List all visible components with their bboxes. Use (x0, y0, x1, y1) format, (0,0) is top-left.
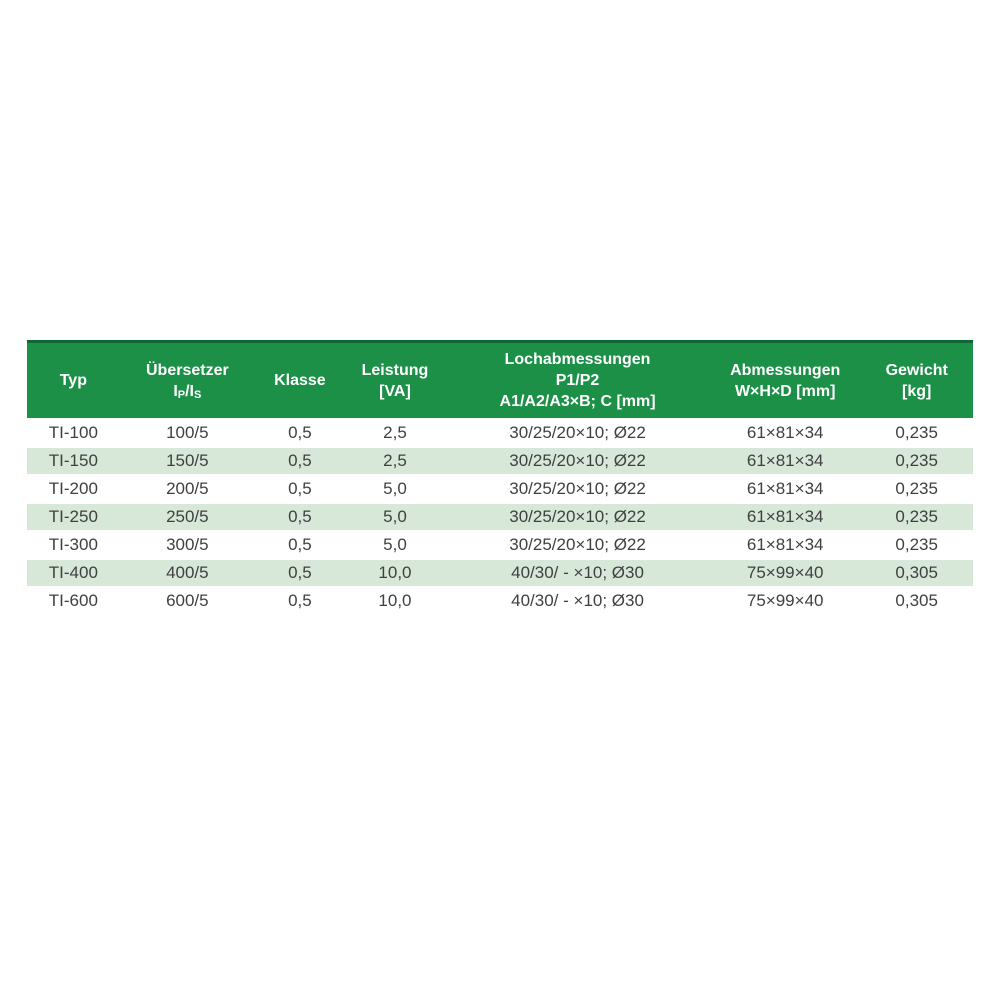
cell-klasse: 0,5 (254, 588, 345, 617)
cell-abmessungen: 75×99×40 (709, 560, 861, 589)
cell-abmessungen: 61×81×34 (709, 476, 861, 505)
table-row: TI-600 600/5 0,5 10,0 40/30/ - ×10; Ø30 75×99… (27, 588, 973, 617)
cell-klasse: 0,5 (254, 504, 345, 533)
table-header: Typ Übersetzer IP/IS Klasse Leistung [VA] Loch… (27, 340, 973, 421)
header-line: Übersetzer (145, 361, 229, 379)
cell-leistung: 10,0 (344, 560, 446, 589)
cell-abmessungen: 61×81×34 (709, 448, 861, 477)
cell-uebersetzer: 250/5 (119, 504, 255, 533)
cell-abmessungen: 61×81×34 (709, 504, 861, 533)
cell-typ: TI-300 (27, 532, 120, 561)
header-line: Klasse (274, 372, 326, 390)
cell-leistung: 5,0 (344, 476, 446, 505)
cell-leistung: 10,0 (344, 588, 446, 617)
cell-lochabmessungen: 30/25/20×10; Ø22 (445, 476, 710, 505)
spec-table: Typ Übersetzer IP/IS Klasse Leistung [VA] Loch… (27, 340, 973, 617)
cell-typ: TI-400 (27, 560, 120, 589)
cell-klasse: 0,5 (254, 420, 345, 449)
cell-lochabmessungen: 30/25/20×10; Ø22 (445, 420, 710, 449)
cell-klasse: 0,5 (254, 476, 345, 505)
cell-uebersetzer: 150/5 (119, 448, 255, 477)
cell-leistung: 5,0 (344, 532, 446, 561)
cell-abmessungen: 61×81×34 (709, 420, 861, 449)
cell-gewicht: 0,235 (860, 420, 973, 449)
header-line: P1/P2 (555, 372, 600, 390)
header-line: Abmessungen (730, 361, 841, 379)
table-row: TI-200 200/5 0,5 5,0 30/25/20×10; Ø22 61×81×3… (27, 476, 973, 505)
cell-klasse: 0,5 (254, 448, 345, 477)
cell-gewicht: 0,235 (860, 448, 973, 477)
cell-uebersetzer: 600/5 (119, 588, 255, 617)
cell-gewicht: 0,235 (860, 504, 973, 533)
cell-typ: TI-600 (27, 588, 120, 617)
header-line: [kg] (902, 382, 932, 400)
column-header-uebersetzer: Übersetzer IP/IS (119, 340, 255, 421)
header-line: A1/A2/A3×B; C [mm] (499, 393, 656, 411)
cell-uebersetzer: 300/5 (119, 532, 255, 561)
table-row: TI-150 150/5 0,5 2,5 30/25/20×10; Ø22 61×81×3… (27, 448, 973, 477)
cell-leistung: 2,5 (344, 420, 446, 449)
table-row: TI-400 400/5 0,5 10,0 40/30/ - ×10; Ø30 75×99… (27, 560, 973, 589)
column-header-klasse: Klasse (254, 340, 345, 421)
table-row: TI-100 100/5 0,5 2,5 30/25/20×10; Ø22 61×81×3… (27, 420, 973, 449)
cell-typ: TI-100 (27, 420, 120, 449)
cell-klasse: 0,5 (254, 560, 345, 589)
table-body: TI-100 100/5 0,5 2,5 30/25/20×10; Ø22 61×81×3… (27, 420, 973, 617)
cell-lochabmessungen: 40/30/ - ×10; Ø30 (445, 560, 710, 589)
header-text-segment: /I (185, 382, 194, 400)
cell-gewicht: 0,235 (860, 476, 973, 505)
header-text-segment: I (173, 382, 178, 400)
column-header-gewicht: Gewicht [kg] (860, 340, 973, 421)
header-subscript: P (177, 388, 186, 401)
header-subscript: S (194, 388, 202, 401)
cell-uebersetzer: 100/5 (119, 420, 255, 449)
header-line: Leistung (361, 361, 429, 379)
header-row: Typ Übersetzer IP/IS Klasse Leistung [VA] Loch… (27, 340, 973, 421)
column-header-leistung: Leistung [VA] (344, 340, 446, 421)
cell-gewicht: 0,305 (860, 560, 973, 589)
cell-gewicht: 0,305 (860, 588, 973, 617)
header-line: Lochabmessungen (504, 351, 651, 368)
column-header-typ: Typ (27, 340, 120, 421)
header-line: IP/IS (124, 381, 251, 402)
spec-table-container: Typ Übersetzer IP/IS Klasse Leistung [VA] Loch… (27, 340, 973, 617)
cell-lochabmessungen: 30/25/20×10; Ø22 (445, 448, 710, 477)
header-line: W×H×D [mm] (734, 382, 836, 400)
cell-leistung: 2,5 (344, 448, 446, 477)
header-line: [VA] (379, 382, 411, 400)
column-header-abmessungen: Abmessungen W×H×D [mm] (709, 340, 861, 421)
cell-uebersetzer: 400/5 (119, 560, 255, 589)
cell-gewicht: 0,235 (860, 532, 973, 561)
header-line: Typ (59, 372, 87, 390)
cell-lochabmessungen: 30/25/20×10; Ø22 (445, 532, 710, 561)
table-row: TI-300 300/5 0,5 5,0 30/25/20×10; Ø22 61×81×3… (27, 532, 973, 561)
cell-abmessungen: 75×99×40 (709, 588, 861, 617)
cell-klasse: 0,5 (254, 532, 345, 561)
cell-lochabmessungen: 40/30/ - ×10; Ø30 (445, 588, 710, 617)
cell-typ: TI-150 (27, 448, 120, 477)
header-line: Gewicht (885, 361, 948, 379)
column-header-lochabmessungen: Lochabmessungen P1/P2 A1/A2/A3×B; C [mm] (445, 340, 710, 421)
cell-lochabmessungen: 30/25/20×10; Ø22 (445, 504, 710, 533)
cell-abmessungen: 61×81×34 (709, 532, 861, 561)
cell-uebersetzer: 200/5 (119, 476, 255, 505)
cell-typ: TI-250 (27, 504, 120, 533)
cell-typ: TI-200 (27, 476, 120, 505)
table-row: TI-250 250/5 0,5 5,0 30/25/20×10; Ø22 61×81×3… (27, 504, 973, 533)
cell-leistung: 5,0 (344, 504, 446, 533)
